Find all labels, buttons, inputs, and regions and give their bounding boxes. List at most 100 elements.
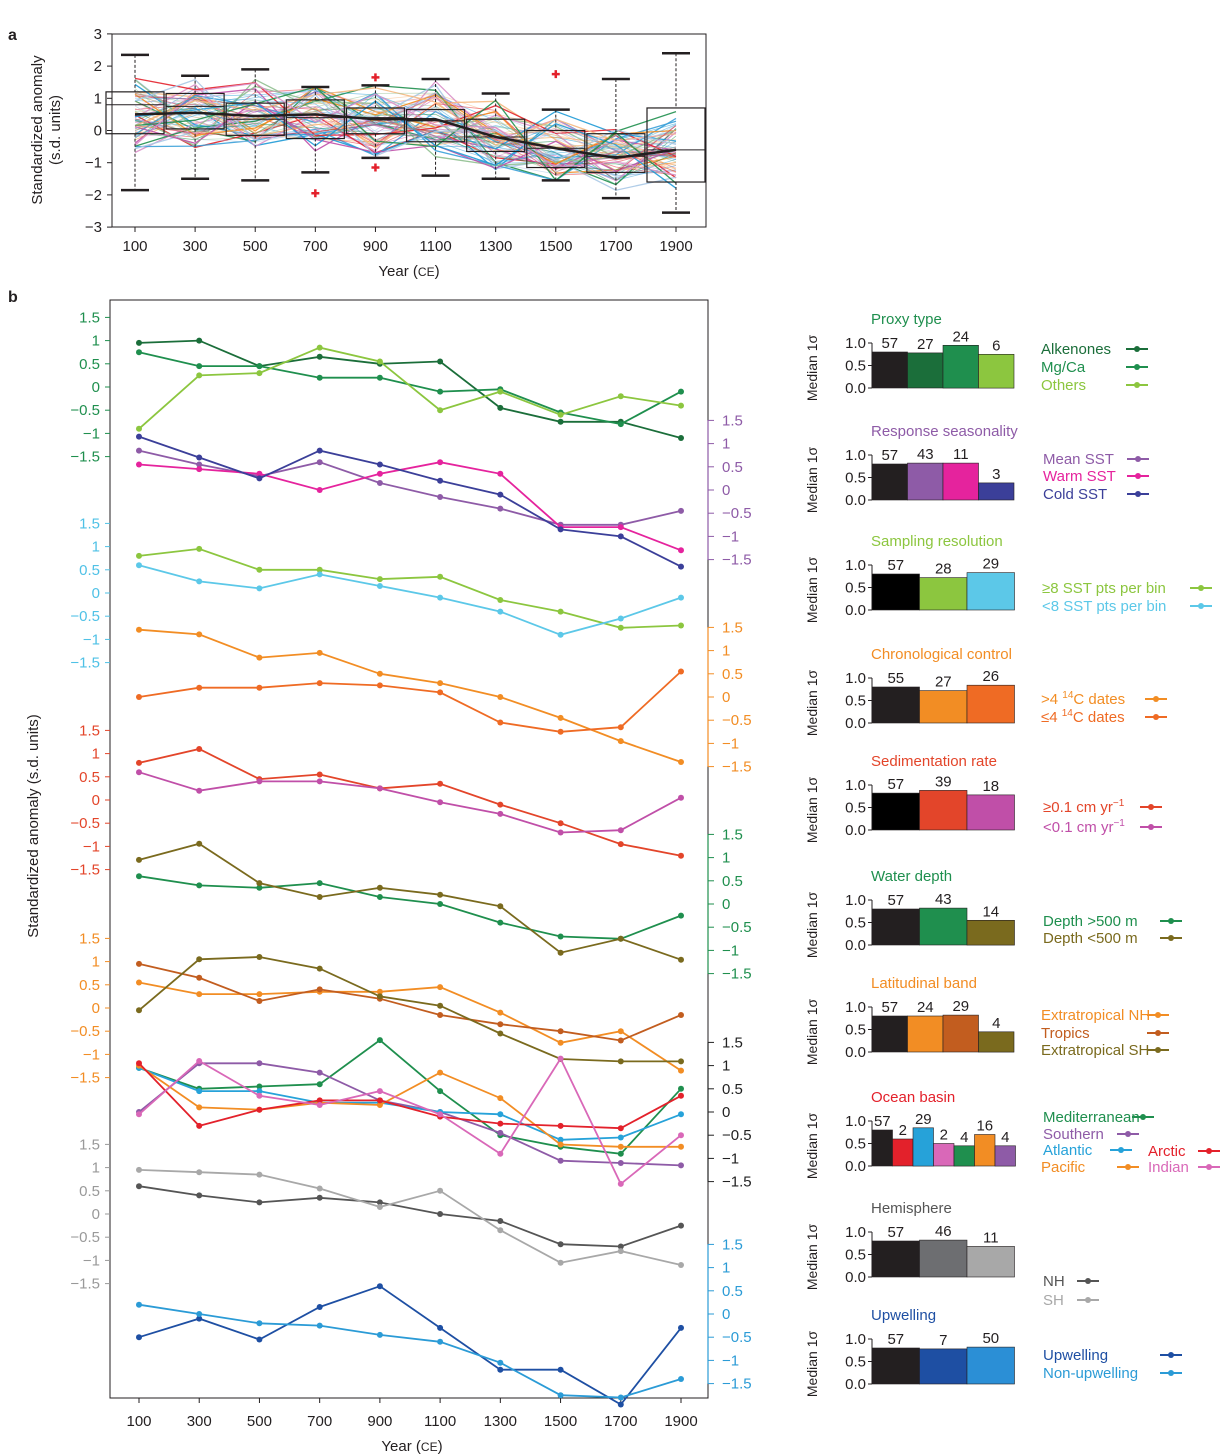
series-point (316, 1081, 323, 1088)
series-line (138, 1169, 682, 1266)
legend-label: Warm SST (1043, 468, 1116, 485)
series-point (316, 1194, 323, 1201)
subplot-tick-label: −1.5 (722, 1174, 752, 1191)
series-others (136, 344, 684, 432)
inset-bar (919, 907, 968, 946)
inset-title: Water depth (871, 868, 952, 885)
series-point (196, 1169, 203, 1176)
legend-item: Depth <500 m (1043, 930, 1182, 947)
series-point (437, 984, 444, 991)
series-point (497, 919, 504, 926)
series-point (497, 491, 504, 498)
series-point (617, 1143, 624, 1150)
series-mean-sst (136, 447, 684, 528)
legend-label: NH (1043, 1273, 1065, 1290)
series-point (196, 991, 203, 998)
legend-marker (1135, 456, 1141, 462)
spaghetti-line (134, 87, 677, 146)
inset-bar-count: 57 (887, 776, 904, 793)
legend-label: Non-upwelling (1043, 1365, 1138, 1382)
spaghetti-line (134, 103, 677, 173)
subplot-tick-label: 0.5 (79, 356, 100, 373)
series-point (678, 912, 684, 919)
inset-y-title: Median 1σ (804, 670, 820, 737)
series-point (316, 771, 323, 778)
series-point (256, 1092, 263, 1099)
spaghetti-line (134, 120, 677, 171)
series-point (678, 1324, 684, 1331)
subplot-tick-label: 1 (92, 746, 100, 763)
subplot-tick-label: 1.5 (722, 1034, 743, 1051)
inset-bar (978, 353, 1015, 389)
legend-marker (1134, 346, 1140, 352)
spaghetti-line (134, 110, 677, 154)
legend-item: NH (1043, 1273, 1099, 1290)
series-line (138, 547, 682, 629)
y-tick-label: 1 (94, 90, 102, 107)
series-point (497, 1095, 504, 1102)
legend-item: Pacific (1041, 1159, 1139, 1176)
series-point (437, 1002, 444, 1009)
legend-item: Atlantic (1043, 1142, 1132, 1159)
inset-water-depth: Water depth Median 1σ 1.0 0.5 0.0 57 43 14 (804, 868, 1015, 958)
legend-label: Pacific (1041, 1159, 1086, 1176)
series-point (437, 1211, 444, 1217)
legend-marker (1168, 918, 1174, 924)
series-point (678, 1143, 684, 1150)
series-point (136, 425, 142, 432)
series-nh (136, 1183, 684, 1250)
inset-bar (871, 351, 908, 389)
legend-label: Extratropical NH (1041, 1007, 1150, 1024)
inset-title: Response seasonality (871, 423, 1018, 440)
legend-label: Indian (1148, 1159, 1189, 1176)
series-point (617, 1134, 624, 1141)
legend-item: <8 SST pts per bin (1042, 598, 1212, 615)
subplot-tick-label: 0 (92, 1000, 100, 1017)
legend-item: Southern (1043, 1126, 1139, 1143)
subplot-tick-label: 0.5 (722, 873, 743, 890)
inset-y-title: Median 1σ (804, 1331, 820, 1398)
series-point (557, 1039, 564, 1046)
inset-bar-count: 57 (887, 892, 904, 909)
series-point (497, 1021, 504, 1028)
series-point (136, 1166, 142, 1173)
series-point (316, 1322, 323, 1329)
series-point (617, 1394, 624, 1401)
subplot-tick-label: 1.5 (722, 826, 743, 843)
inset-y-tick-label: 1.0 (845, 777, 866, 794)
series-point (497, 388, 504, 395)
series-point (617, 1160, 624, 1166)
box-iqr (165, 92, 225, 130)
inset-bar (974, 1134, 996, 1167)
series-point (256, 1171, 263, 1178)
spaghetti-line (134, 79, 677, 167)
inset-bar-count: 57 (887, 1331, 904, 1348)
series-point (256, 1088, 263, 1095)
series-point (678, 1085, 684, 1092)
subplot-tick-label: 1 (92, 539, 100, 556)
series-atlantic (136, 1064, 684, 1143)
series-point (196, 787, 203, 794)
inset-bar (919, 1348, 968, 1385)
inset-y-tick-label: 1.0 (845, 1224, 866, 1241)
inset-bar (871, 1015, 908, 1053)
inset-bar-count: 29 (952, 998, 969, 1015)
legend-label: <8 SST pts per bin (1042, 598, 1166, 615)
series-point (316, 353, 323, 360)
series-line (138, 842, 682, 961)
series-point (617, 1028, 624, 1035)
series-point (256, 566, 263, 573)
series-point (376, 988, 383, 995)
box-iqr (405, 108, 466, 143)
inset-bar-count: 28 (935, 561, 952, 578)
legend-label: ≤4 14C dates (1041, 708, 1125, 726)
series-line (138, 1064, 681, 1148)
series--4-14c-dates (136, 668, 684, 735)
series-point (196, 1058, 203, 1064)
series-point (316, 566, 323, 573)
series-point (256, 998, 263, 1004)
subplot-tick-label: 0.5 (79, 1183, 100, 1200)
inset-bar-count: 4 (960, 1129, 968, 1146)
legend-label: Extratropical SH (1041, 1042, 1149, 1059)
